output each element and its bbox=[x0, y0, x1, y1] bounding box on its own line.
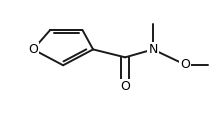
Text: O: O bbox=[28, 43, 38, 56]
Text: N: N bbox=[148, 43, 158, 56]
Text: O: O bbox=[180, 58, 190, 71]
Text: O: O bbox=[120, 80, 130, 93]
